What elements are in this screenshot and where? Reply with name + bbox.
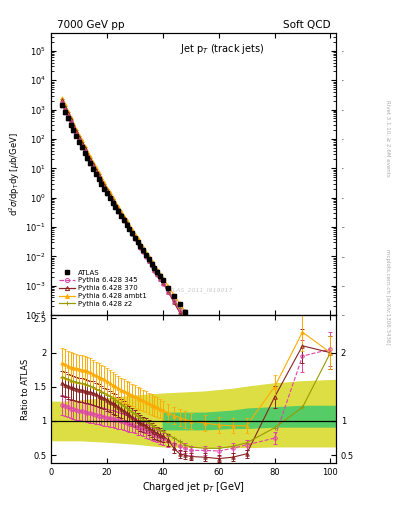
Text: 7000 GeV pp: 7000 GeV pp	[57, 20, 124, 30]
Text: Rivet 3.1.10, ≥ 2.6M events: Rivet 3.1.10, ≥ 2.6M events	[385, 100, 390, 177]
Text: mcplots.cern.ch [arXiv:1306.3436]: mcplots.cern.ch [arXiv:1306.3436]	[385, 249, 390, 345]
X-axis label: Charged jet p$_T$ [GeV]: Charged jet p$_T$ [GeV]	[142, 480, 245, 494]
Text: Soft QCD: Soft QCD	[283, 20, 330, 30]
Text: ATLAS_2011_I919017: ATLAS_2011_I919017	[165, 287, 233, 292]
Y-axis label: Ratio to ATLAS: Ratio to ATLAS	[21, 358, 30, 420]
Y-axis label: d$^2\sigma$/dp$_{\rm T}$dy [$\mu$b/GeV]: d$^2\sigma$/dp$_{\rm T}$dy [$\mu$b/GeV]	[8, 132, 22, 216]
Text: Jet p$_T$ (track jets): Jet p$_T$ (track jets)	[180, 42, 264, 56]
Legend: ATLAS, Pythia 6.428 345, Pythia 6.428 370, Pythia 6.428 ambt1, Pythia 6.428 z2: ATLAS, Pythia 6.428 345, Pythia 6.428 37…	[57, 268, 149, 309]
